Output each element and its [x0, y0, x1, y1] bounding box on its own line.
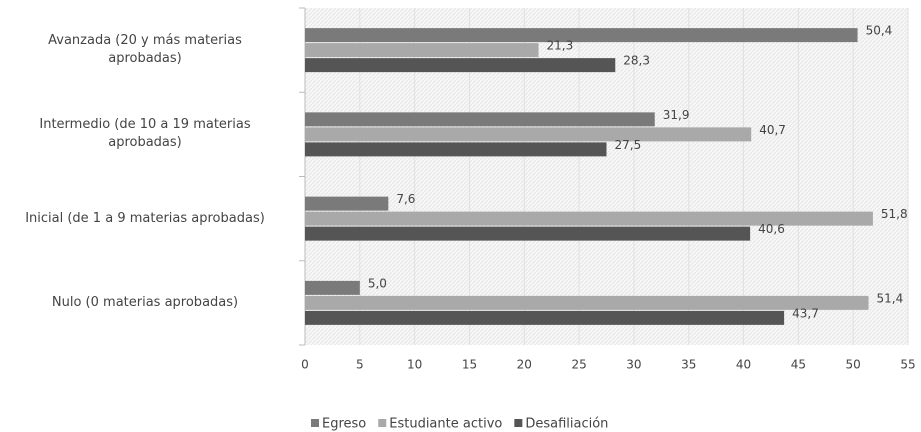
- bar: [305, 310, 785, 325]
- value-label: 51,4: [877, 291, 904, 305]
- legend-label: Desafiliación: [525, 417, 608, 432]
- y-tick-label: Inicial (de 1 a 9 materias aprobadas): [25, 210, 265, 226]
- bar: [305, 43, 539, 58]
- legend-label: Egreso: [322, 417, 366, 432]
- value-label: 21,3: [547, 39, 574, 53]
- bar: [305, 28, 858, 43]
- value-label: 31,9: [663, 108, 690, 122]
- bar: [305, 127, 752, 142]
- x-tick-label: 50: [846, 358, 861, 372]
- x-tick-label: 20: [517, 358, 532, 372]
- value-label: 50,4: [866, 24, 893, 38]
- bar: [305, 280, 360, 295]
- x-tick-label: 15: [462, 358, 477, 372]
- x-tick-label: 45: [791, 358, 806, 372]
- value-label: 28,3: [623, 54, 650, 68]
- x-tick-label: 55: [900, 358, 915, 372]
- bar: [305, 142, 607, 157]
- value-label: 51,8: [881, 207, 908, 221]
- bar: [305, 58, 616, 73]
- x-tick-label: 35: [681, 358, 696, 372]
- legend-swatch: [378, 419, 387, 427]
- y-tick-label: Nulo (0 materias aprobadas): [51, 294, 239, 310]
- value-label: 7,6: [396, 192, 415, 206]
- y-tick-label: Intermedio (de 10 a 19 materias aprobada…: [39, 117, 251, 151]
- x-tick-label: 40: [736, 358, 751, 372]
- bar: [305, 295, 869, 310]
- value-label: 40,7: [759, 123, 786, 137]
- legend-swatch: [514, 419, 523, 427]
- x-tick-label: 5: [356, 358, 364, 372]
- bar: [305, 196, 389, 211]
- bar: [305, 112, 655, 127]
- legend-label: Estudiante activo: [389, 417, 502, 432]
- x-tick-label: 0: [301, 358, 309, 372]
- bar: [305, 226, 751, 241]
- x-tick-label: 25: [571, 358, 586, 372]
- x-tick-label: 10: [407, 358, 422, 372]
- value-label: 5,0: [368, 276, 387, 290]
- legend-swatch: [311, 419, 319, 427]
- y-tick-label: Avanzada (20 y más materias aprobadas): [48, 33, 242, 67]
- bar: [305, 211, 873, 226]
- value-label: 43,7: [792, 306, 819, 320]
- x-tick-label: 30: [626, 358, 641, 372]
- value-label: 40,6: [758, 222, 785, 236]
- value-label: 27,5: [615, 138, 642, 152]
